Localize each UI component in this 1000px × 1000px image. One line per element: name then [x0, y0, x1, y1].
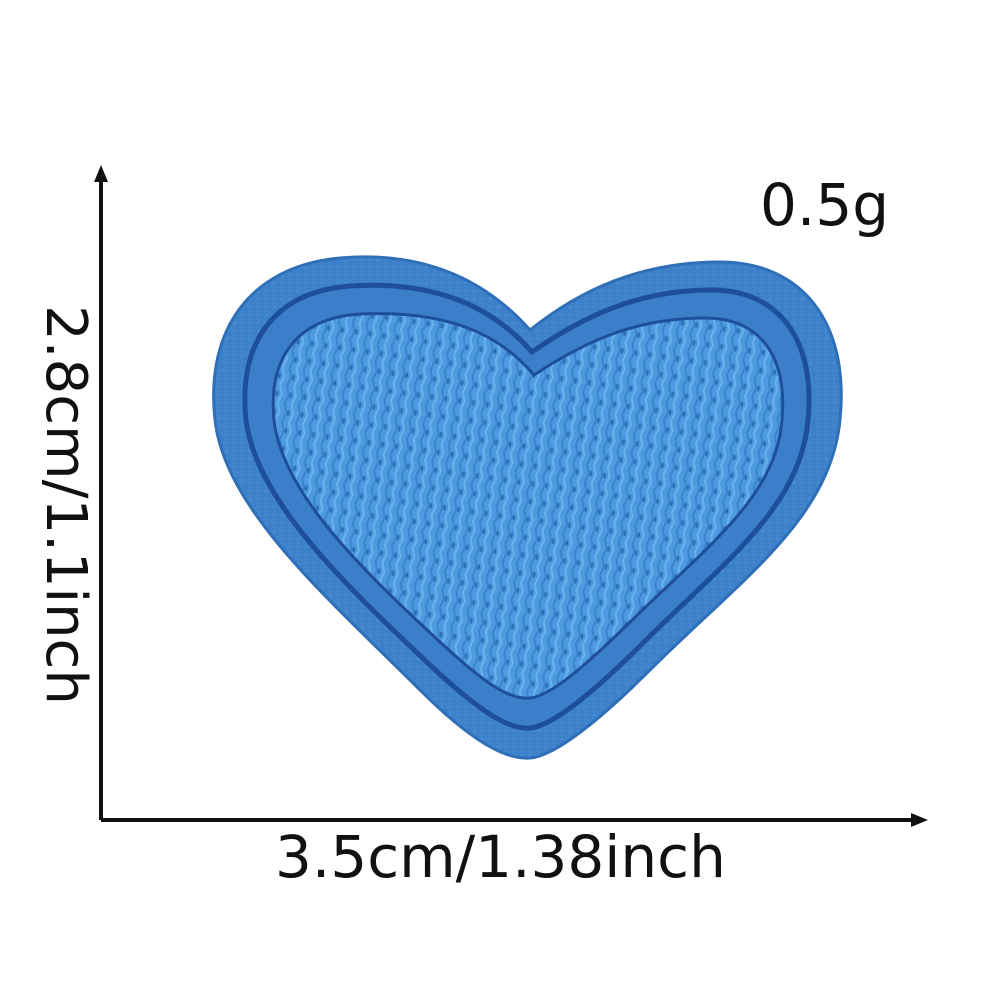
heart-patch-icon — [212, 255, 843, 760]
horizontal-axis-arrow — [911, 813, 928, 827]
weight-label: 0.5g — [760, 171, 890, 239]
height-dimension-label: 2.8cm/1.1inch — [33, 305, 98, 705]
dimension-axes — [94, 165, 928, 827]
vertical-axis-arrow — [94, 165, 108, 182]
width-dimension-label: 3.5cm/1.38inch — [275, 823, 726, 891]
heart-woven-fill — [271, 312, 785, 700]
